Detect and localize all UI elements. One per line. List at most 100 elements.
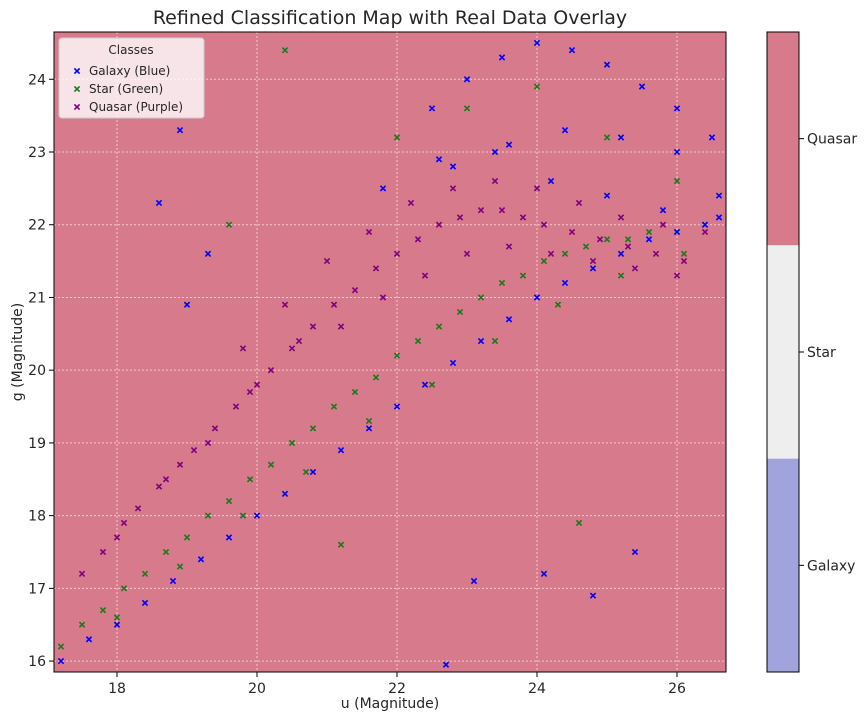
data-point [456,214,464,221]
data-point [540,257,548,265]
data-point [442,661,450,668]
data-point [547,177,555,185]
data-point [239,345,247,352]
data-point [435,156,443,163]
data-point [673,177,681,185]
data-point [491,148,499,156]
data-point [232,403,240,410]
data-point [421,381,429,388]
y-tick-label: 23 [28,145,46,161]
data-point [239,512,247,519]
data-point [603,192,611,199]
data-point [631,548,639,556]
x-axis: 18 20 22 24 26 [108,672,686,697]
data-point [141,599,149,607]
data-point [288,345,296,352]
data-point [554,301,562,308]
data-point [246,476,254,483]
data-point [624,236,632,243]
data-point [673,148,681,156]
data-point [225,497,233,505]
data-point [281,301,289,308]
data-point [281,490,289,497]
x-tick-label: 26 [668,681,686,697]
data-point [183,534,191,541]
data-point [673,105,681,112]
legend-title: Classes [108,43,153,57]
legend-marker [73,85,81,93]
data-point [225,534,233,541]
data-point [561,250,569,257]
data-point [379,294,387,301]
series-galaxy [57,39,723,668]
y-axis-label: g (Magnitude) [10,303,26,401]
data-point [498,279,506,287]
data-point [477,207,485,214]
x-tick-label: 18 [108,681,126,697]
legend: Classes Galaxy (Blue) Star (Green) Quasar … [58,37,205,119]
data-point [498,207,506,214]
x-tick-label: 20 [248,681,266,697]
data-point [372,374,380,381]
data-point [624,243,632,250]
data-point [575,199,583,207]
colorbar-label: Star [807,345,836,361]
data-point [85,636,93,643]
data-point [491,177,499,185]
data-point [673,228,681,236]
data-point [197,556,205,563]
data-point [421,272,429,279]
data-point [302,468,310,476]
data-point [519,272,527,279]
data-point [183,301,191,308]
data-point [477,294,485,301]
data-point [162,476,170,483]
legend-box [58,37,205,119]
data-point [659,221,667,228]
y-tick-label: 22 [28,218,46,234]
data-point [225,221,233,228]
data-point [120,585,128,592]
data-point [176,461,184,468]
y-tick-label: 21 [28,290,46,306]
data-point [680,250,688,257]
data-point [78,570,86,577]
colorbar-label: Galaxy [807,558,855,574]
data-point [603,236,611,243]
data-point [617,134,625,141]
data-point [379,185,387,192]
data-point [603,61,611,68]
data-point [337,541,345,548]
data-point [393,134,401,141]
data-point [253,512,261,519]
y-tick-label: 16 [28,654,46,670]
data-point [449,163,457,170]
data-point [652,250,660,257]
data-point [78,621,86,628]
series-quasar [78,177,709,577]
data-point [365,425,373,432]
data-point [589,257,597,265]
chart-title: Refined Classification Map with Real Dat… [153,7,627,29]
data-point [701,221,709,228]
data-point [309,468,317,476]
data-point [463,105,471,112]
data-point [337,447,345,454]
legend-label: Quasar (Purple) [89,100,183,114]
data-point [428,105,436,112]
data-point [708,134,716,141]
data-point [645,228,653,236]
data-point [540,570,548,577]
data-point [113,621,121,628]
data-point [715,214,723,221]
data-point [99,548,107,556]
y-tick-label: 17 [28,581,46,597]
data-point [57,657,65,665]
y-tick-label: 20 [28,363,46,379]
data-point [190,447,198,454]
plot-frame [53,31,727,673]
data-point [505,243,513,250]
data-point [470,577,478,585]
data-point [267,461,275,468]
data-point [134,505,142,512]
